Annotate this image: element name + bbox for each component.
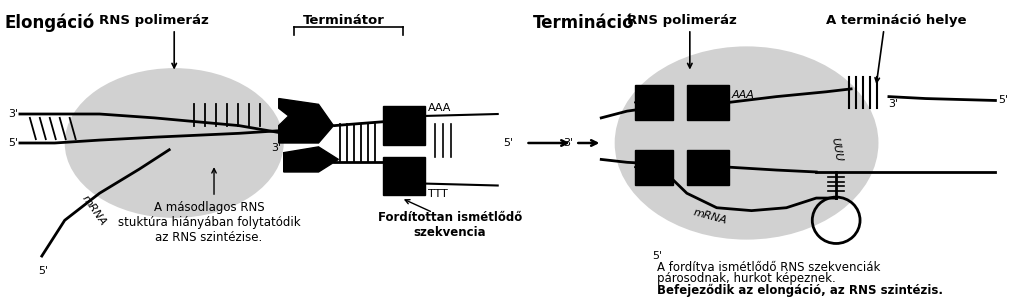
Bar xyxy=(635,85,673,120)
Ellipse shape xyxy=(615,46,879,240)
Text: 5': 5' xyxy=(652,251,662,261)
Bar xyxy=(686,150,728,184)
Text: Terminátor: Terminátor xyxy=(303,13,385,27)
Ellipse shape xyxy=(64,68,283,218)
Text: 5': 5' xyxy=(998,95,1009,105)
Text: 5': 5' xyxy=(8,138,18,148)
Text: A másodlagos RNS
stuktúra hiányában folytatódik
az RNS szintézise.: A másodlagos RNS stuktúra hiányában foly… xyxy=(118,201,301,244)
Text: 5': 5' xyxy=(502,138,513,148)
Text: Elongáció: Elongáció xyxy=(5,13,95,32)
Bar xyxy=(635,150,673,184)
Text: Termináció: Termináció xyxy=(533,13,634,32)
Text: mRNA: mRNA xyxy=(80,193,107,227)
Text: 3': 3' xyxy=(888,99,898,109)
Text: A fordítva ismétlődő RNS szekvenciák: A fordítva ismétlődő RNS szekvenciák xyxy=(657,261,881,274)
Polygon shape xyxy=(283,147,339,172)
Text: mRNA: mRNA xyxy=(692,208,727,226)
Text: A termináció helye: A termináció helye xyxy=(826,13,966,27)
Bar xyxy=(686,85,728,120)
Text: RNS polimeráz: RNS polimeráz xyxy=(627,13,737,27)
Text: AAA: AAA xyxy=(428,103,451,113)
Bar xyxy=(384,106,425,145)
Text: 3': 3' xyxy=(271,143,281,153)
Bar xyxy=(384,156,425,195)
Text: AAA: AAA xyxy=(731,90,755,100)
Text: RNS polimeráz: RNS polimeráz xyxy=(99,13,209,27)
Text: UUU: UUU xyxy=(829,137,843,163)
Text: 5': 5' xyxy=(38,266,48,276)
Text: Fordítottan ismétlődő
szekvencia: Fordítottan ismétlődő szekvencia xyxy=(377,211,522,239)
Text: 3': 3' xyxy=(564,138,573,148)
Text: párosodnak, hurkot képeznek.: párosodnak, hurkot képeznek. xyxy=(657,272,836,285)
Text: TTT: TTT xyxy=(428,189,448,199)
Polygon shape xyxy=(278,99,333,143)
Text: Befejeződik az elongáció, az RNS szintézis.: Befejeződik az elongáció, az RNS szintéz… xyxy=(657,284,943,297)
Text: 3': 3' xyxy=(8,109,18,119)
